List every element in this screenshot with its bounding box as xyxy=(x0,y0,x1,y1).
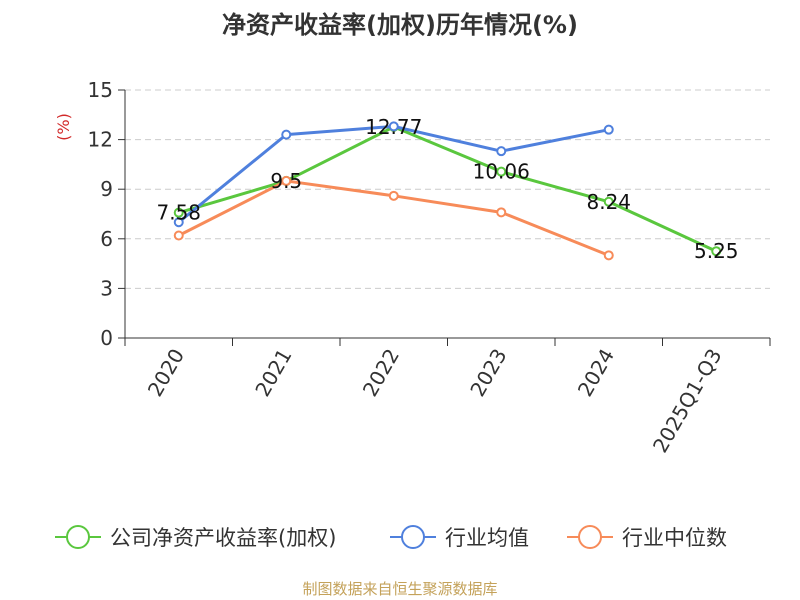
data-point xyxy=(496,166,507,177)
legend-label: 行业均值 xyxy=(445,526,529,550)
x-tick-label: 2020 xyxy=(143,345,189,401)
y-tick-label: 9 xyxy=(100,177,113,201)
x-tick-label: 2021 xyxy=(250,345,296,401)
data-point xyxy=(711,246,722,257)
data-point xyxy=(496,207,507,218)
y-tick-label: 6 xyxy=(100,227,113,251)
series-line-0 xyxy=(178,125,717,253)
legend-marker-1 xyxy=(401,525,425,549)
data-label: 8.24 xyxy=(586,190,631,214)
data-label: 7.58 xyxy=(156,201,201,225)
data-point xyxy=(388,121,399,132)
y-axis-unit-label: (%) xyxy=(54,113,73,141)
legend-marker-2 xyxy=(578,525,602,549)
data-point xyxy=(603,124,614,135)
source-note: 制图数据来自恒生聚源数据库 xyxy=(302,580,497,598)
x-tick-label: 2024 xyxy=(573,345,619,401)
data-point xyxy=(388,190,399,201)
y-tick-label: 12 xyxy=(88,128,113,152)
data-label: 9.5 xyxy=(270,169,302,193)
y-tick-label: 3 xyxy=(100,276,113,300)
data-point xyxy=(173,230,184,241)
data-label: 10.06 xyxy=(473,160,530,184)
x-tick-label: 2023 xyxy=(465,345,511,401)
legend-marker-0 xyxy=(66,525,90,549)
data-point xyxy=(281,129,292,140)
data-labels: 7.58 9.5 12.77 10.06 8.24 5.25 xyxy=(156,115,738,263)
data-point xyxy=(496,146,507,157)
data-label: 5.25 xyxy=(694,239,739,263)
x-tick-label: 2025Q1-Q3 xyxy=(648,345,727,457)
legend-label: 公司净资产收益率(加权) xyxy=(110,526,336,550)
gridlines xyxy=(125,89,770,289)
y-tick-label: 15 xyxy=(88,78,113,102)
data-point xyxy=(173,207,184,218)
legend: 公司净资产收益率(加权) 行业均值 行业中位数 xyxy=(55,525,727,550)
y-tick-label: 0 xyxy=(100,326,113,350)
legend-label: 行业中位数 xyxy=(622,526,727,550)
data-label: 12.77 xyxy=(365,115,422,139)
data-point xyxy=(603,250,614,261)
series-line-1 xyxy=(177,124,610,224)
series-layer xyxy=(173,121,722,261)
data-point xyxy=(281,175,292,186)
data-point xyxy=(173,217,184,228)
data-point xyxy=(603,196,614,207)
chart-title: 净资产收益率(加权)历年情况(%) xyxy=(222,11,578,39)
x-tick-label: 2022 xyxy=(358,345,404,401)
